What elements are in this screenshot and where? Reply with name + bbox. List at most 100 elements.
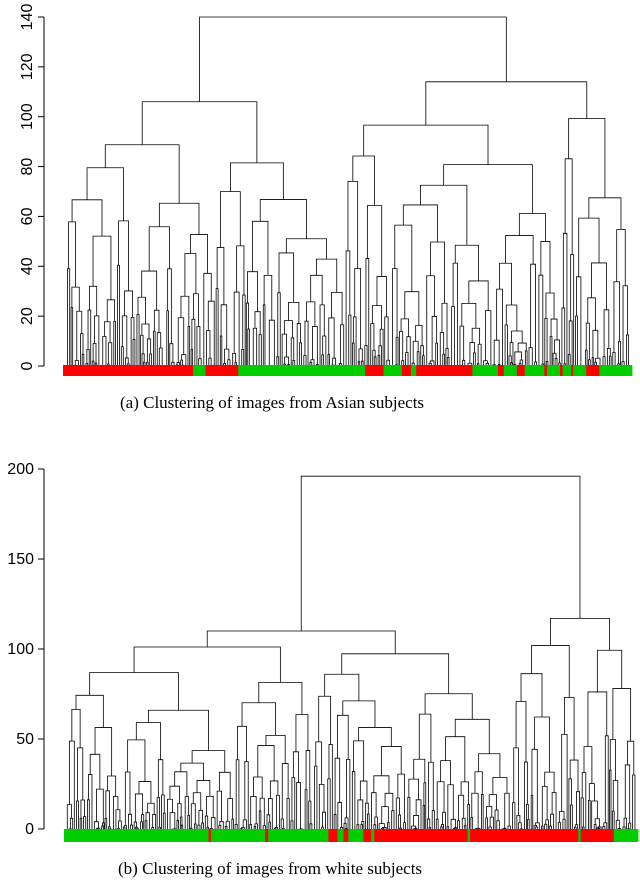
dendrogram-merge xyxy=(115,809,121,829)
dendrogram-merge xyxy=(358,348,363,362)
dendrogram-merge xyxy=(373,356,377,366)
leaf-color-run xyxy=(472,365,499,376)
dendrogram-merge xyxy=(310,359,315,366)
dendrogram-merge xyxy=(615,819,620,829)
dendrogram-merge xyxy=(528,347,533,366)
dendrogram-merge xyxy=(70,307,74,366)
dendrogram-merge xyxy=(381,806,389,824)
dendrogram-merge xyxy=(564,158,573,255)
dendrogram-merge xyxy=(454,718,490,754)
dendrogram-merge xyxy=(118,820,122,829)
dendrogram-merge xyxy=(371,792,377,829)
dendrogram-merge xyxy=(407,796,411,829)
dendrogram-merge xyxy=(397,814,401,829)
dendrogram-merge xyxy=(140,821,143,829)
dendrogram-merge xyxy=(83,816,87,829)
dendrogram-merge xyxy=(496,820,500,829)
dendrogram-merge xyxy=(518,822,522,829)
dendrogram-merge xyxy=(568,320,573,366)
leaf-color-run xyxy=(524,365,545,376)
dendrogram-merge xyxy=(216,247,225,305)
dendrogram-merge xyxy=(374,816,378,829)
dendrogram-merge xyxy=(92,235,112,300)
dendrogram-merge xyxy=(441,302,448,349)
dendrogram-merge xyxy=(247,328,250,366)
leaf-color-run xyxy=(469,829,579,842)
dendrogram-merge xyxy=(494,809,499,829)
panel-b-dendrogram-branches xyxy=(66,475,636,830)
dendrogram-merge xyxy=(296,323,301,366)
dendrogram-merge xyxy=(281,333,288,366)
dendrogram-merge xyxy=(336,714,349,760)
leaf-color-run xyxy=(580,829,615,842)
dendrogram-merge xyxy=(457,820,460,829)
leaf-color-run xyxy=(210,829,266,842)
panel-a-leaf-color-bar xyxy=(63,365,633,376)
dendrogram-merge xyxy=(234,361,237,366)
dendrogram-merge xyxy=(593,824,597,829)
dendrogram-merge xyxy=(198,809,203,826)
dendrogram-merge xyxy=(420,184,468,246)
dendrogram-merge xyxy=(524,350,528,366)
dendrogram-merge xyxy=(544,318,548,366)
dendrogram-merge xyxy=(268,319,275,366)
dendrogram-merge xyxy=(344,828,348,829)
dendrogram-merge xyxy=(504,792,510,829)
dendrogram-merge xyxy=(158,202,200,235)
dendrogram-merge xyxy=(554,358,558,366)
dendrogram-merge xyxy=(583,746,593,784)
dendrogram-merge xyxy=(471,327,481,345)
dendrogram-merge xyxy=(88,774,93,829)
dendrogram-merge xyxy=(581,772,587,829)
dendrogram-merge xyxy=(541,825,544,829)
leaf-color-run xyxy=(193,365,206,376)
leaf-color-run xyxy=(343,829,349,842)
dendrogram-merge xyxy=(549,336,553,366)
dendrogram-merge xyxy=(504,324,508,366)
dendrogram-merge xyxy=(588,197,622,230)
dendrogram-merge xyxy=(460,781,469,805)
dendrogram-merge xyxy=(520,673,543,717)
dendrogram-merge xyxy=(80,799,86,819)
dendrogram-merge xyxy=(442,812,446,829)
dendrogram-merge xyxy=(249,823,253,829)
dendrogram-merge xyxy=(138,781,152,804)
dendrogram-merge xyxy=(141,101,258,163)
dendrogram-merge xyxy=(235,759,240,829)
dendrogram-merge xyxy=(250,796,257,825)
dendrogram-merge xyxy=(135,722,162,760)
dendrogram-merge xyxy=(76,310,83,361)
dendrogram-merge xyxy=(94,362,98,366)
dendrogram-merge xyxy=(519,359,524,366)
dendrogram-merge xyxy=(121,315,128,358)
dendrogram-merge xyxy=(108,826,111,829)
dendrogram-merge xyxy=(544,771,555,793)
dendrogram-merge xyxy=(628,822,632,829)
dendrogram-merge xyxy=(622,285,628,362)
dendrogram-merge xyxy=(400,318,409,337)
dendrogram-merge xyxy=(299,342,302,366)
dendrogram-merge xyxy=(538,274,544,366)
dendrogram-merge xyxy=(591,262,607,310)
dendrogram-merge xyxy=(481,794,484,829)
dendrogram-merge xyxy=(107,775,117,797)
dendrogram-merge xyxy=(71,199,103,237)
y-tick-label: 40 xyxy=(19,257,36,275)
leaf-color-run xyxy=(374,829,468,842)
dendrogram-merge xyxy=(144,820,148,829)
dendrogram-merge xyxy=(486,805,493,819)
dendrogram-merge xyxy=(184,253,197,297)
dendrogram-merge xyxy=(341,653,450,694)
dendrogram-merge xyxy=(146,361,149,366)
dendrogram-merge xyxy=(328,317,335,359)
dendrogram-merge xyxy=(513,747,519,816)
dendrogram-merge xyxy=(592,329,599,359)
dendrogram-merge xyxy=(196,780,211,797)
dendrogram-merge xyxy=(86,167,124,221)
dendrogram-merge xyxy=(451,306,455,366)
dendrogram-merge xyxy=(258,334,262,366)
dendrogram-merge xyxy=(431,810,435,829)
dendrogram-merge xyxy=(68,740,75,829)
dendrogram-merge xyxy=(347,180,359,269)
dendrogram-merge xyxy=(146,338,152,363)
